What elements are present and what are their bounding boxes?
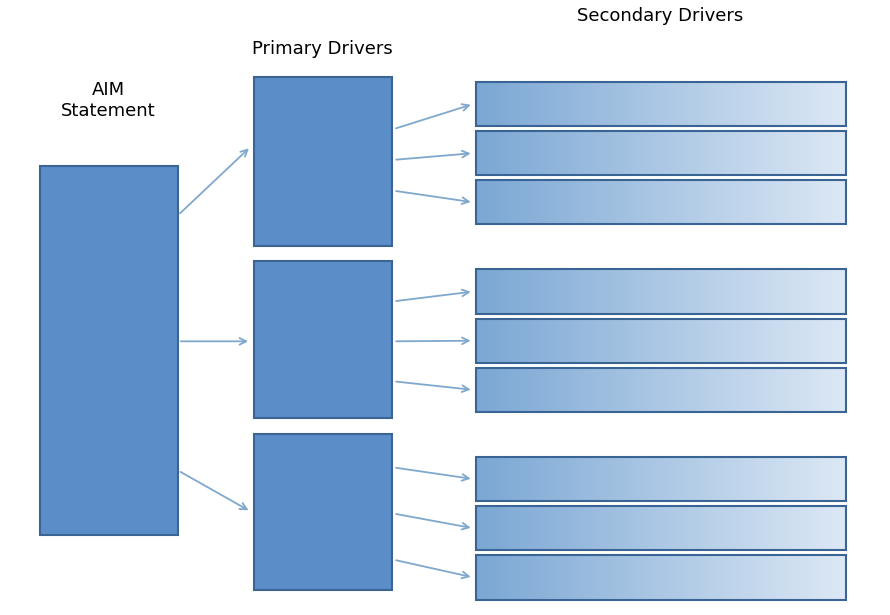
Text: Secondary Drivers: Secondary Drivers (578, 7, 743, 25)
Bar (476, 319, 846, 363)
Bar (476, 269, 846, 314)
Bar (254, 77, 392, 246)
Bar (476, 555, 846, 600)
Bar (40, 166, 178, 535)
Bar (254, 434, 392, 590)
Text: AIM
Statement: AIM Statement (61, 81, 156, 120)
Bar (254, 261, 392, 418)
Bar (476, 82, 846, 126)
Bar (476, 457, 846, 501)
Text: Primary Drivers: Primary Drivers (252, 41, 392, 58)
Bar (476, 368, 846, 412)
Bar (476, 131, 846, 175)
Bar (476, 180, 846, 224)
Bar (476, 506, 846, 550)
